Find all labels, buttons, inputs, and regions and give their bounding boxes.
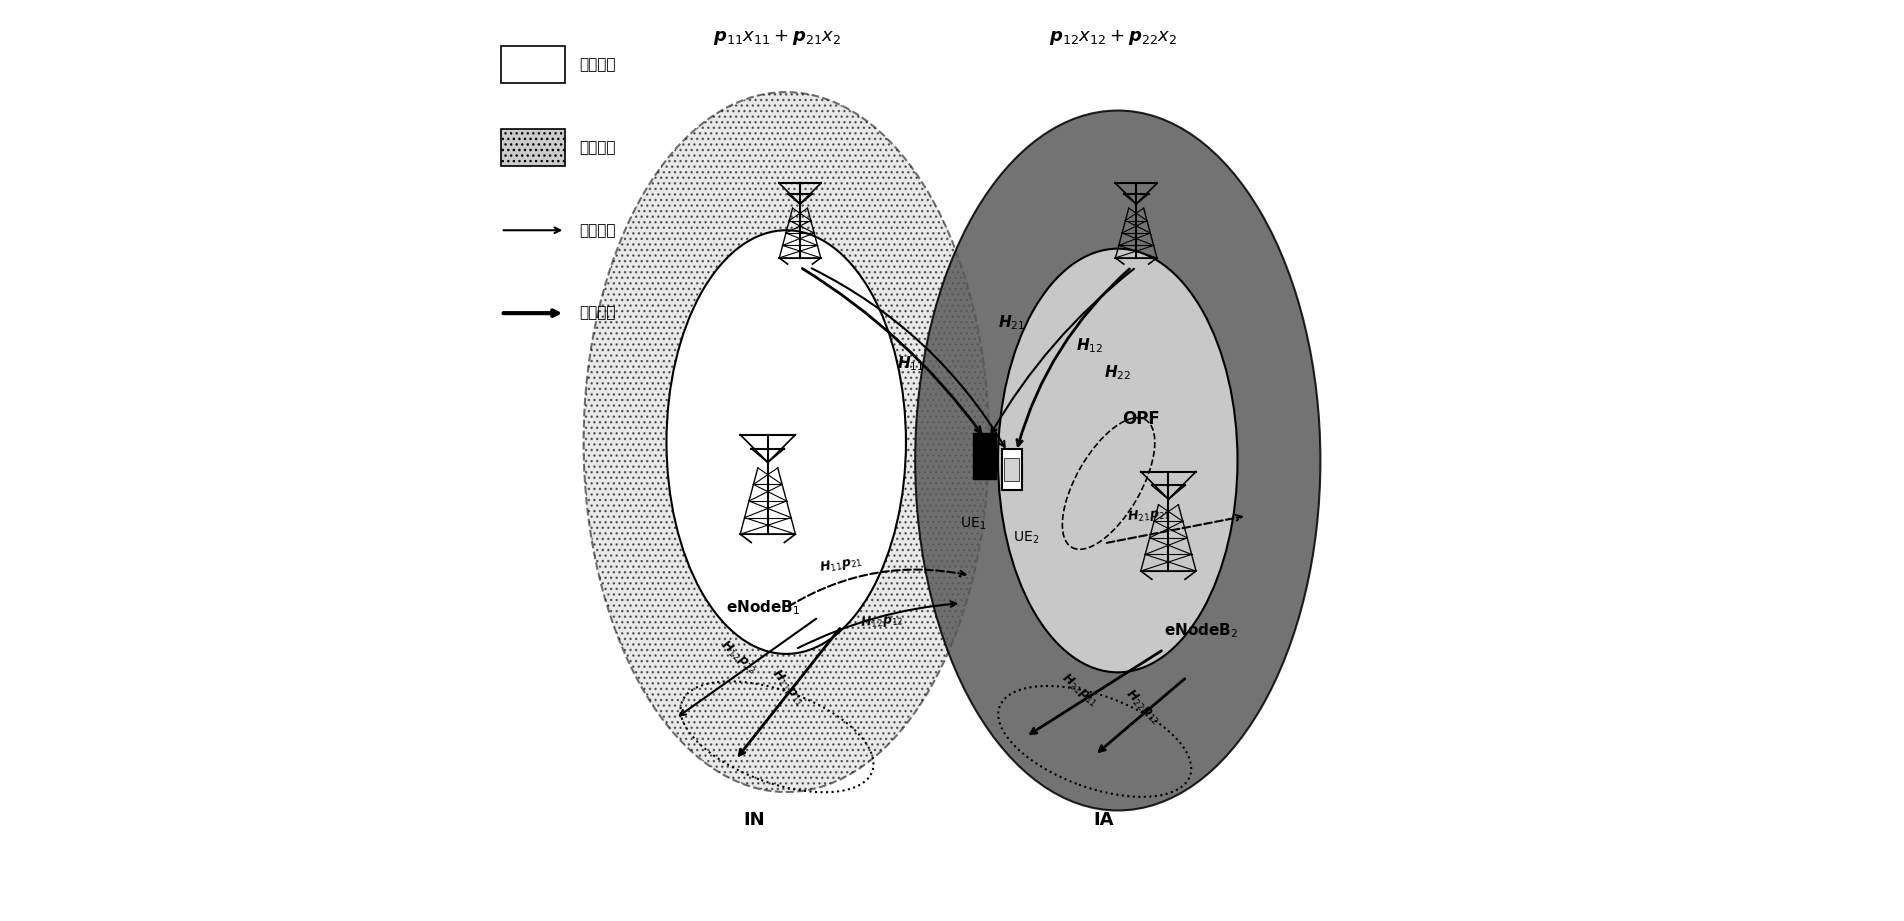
Text: UE$_1$: UE$_1$ (960, 516, 986, 532)
Text: $\boldsymbol{H}_{21}\boldsymbol{p}_{11}$: $\boldsymbol{H}_{21}\boldsymbol{p}_{11}$ (1059, 670, 1102, 709)
Text: $\boldsymbol{H}_{12}\boldsymbol{p}_{22}$: $\boldsymbol{H}_{12}\boldsymbol{p}_{22}$ (718, 637, 760, 677)
Text: IN: IN (743, 810, 765, 829)
Ellipse shape (666, 230, 906, 654)
Text: $\boldsymbol{H}_{11}\boldsymbol{p}_{11}$: $\boldsymbol{H}_{11}\boldsymbol{p}_{11}$ (767, 666, 807, 709)
Ellipse shape (998, 249, 1238, 672)
Text: UE$_2$: UE$_2$ (1013, 530, 1040, 546)
Ellipse shape (585, 92, 988, 792)
Text: eNodeB$_1$: eNodeB$_1$ (725, 599, 800, 617)
Text: $\boldsymbol{H}_{12}$: $\boldsymbol{H}_{12}$ (1076, 336, 1104, 355)
Text: $\boldsymbol{H}_{11}\boldsymbol{p}_{21}$: $\boldsymbol{H}_{11}\boldsymbol{p}_{21}$ (819, 553, 864, 576)
Text: $\boldsymbol{H}_{11}$: $\boldsymbol{H}_{11}$ (897, 355, 923, 373)
Bar (501, 46, 565, 83)
Bar (501, 129, 565, 166)
Text: $\boldsymbol{H}_{22}$: $\boldsymbol{H}_{22}$ (1104, 364, 1131, 382)
Ellipse shape (916, 111, 1319, 810)
Text: 中心区域: 中心区域 (579, 57, 615, 72)
Text: $\boldsymbol{H}_{22}\boldsymbol{p}_{12}$: $\boldsymbol{H}_{22}\boldsymbol{p}_{12}$ (1121, 686, 1165, 728)
Text: $\boldsymbol{H}_{12}\boldsymbol{p}_{12}$: $\boldsymbol{H}_{12}\boldsymbol{p}_{12}$ (861, 612, 904, 631)
Bar (973, 433, 996, 479)
Text: eNodeB$_2$: eNodeB$_2$ (1163, 622, 1238, 640)
Text: $\boldsymbol{H}_{21}$: $\boldsymbol{H}_{21}$ (998, 313, 1026, 332)
Text: $\boldsymbol{H}_{21}\boldsymbol{p}_{21}$: $\boldsymbol{H}_{21}\boldsymbol{p}_{21}$ (1127, 506, 1171, 525)
Text: 边缘区域: 边缘区域 (579, 140, 615, 155)
Text: $\boldsymbol{p}_{11}x_{11}+\boldsymbol{p}_{21}x_2$: $\boldsymbol{p}_{11}x_{11}+\boldsymbol{p… (712, 28, 842, 47)
Text: 期望信号: 期望信号 (579, 306, 615, 321)
Bar (1005, 459, 1019, 481)
Text: IA: IA (1093, 810, 1114, 829)
Text: OPF: OPF (1121, 410, 1160, 428)
Text: 干扰信号: 干扰信号 (579, 223, 615, 238)
Text: $\boldsymbol{p}_{12}x_{12}+\boldsymbol{p}_{22}x_2$: $\boldsymbol{p}_{12}x_{12}+\boldsymbol{p… (1049, 28, 1177, 47)
Bar (1002, 449, 1022, 490)
